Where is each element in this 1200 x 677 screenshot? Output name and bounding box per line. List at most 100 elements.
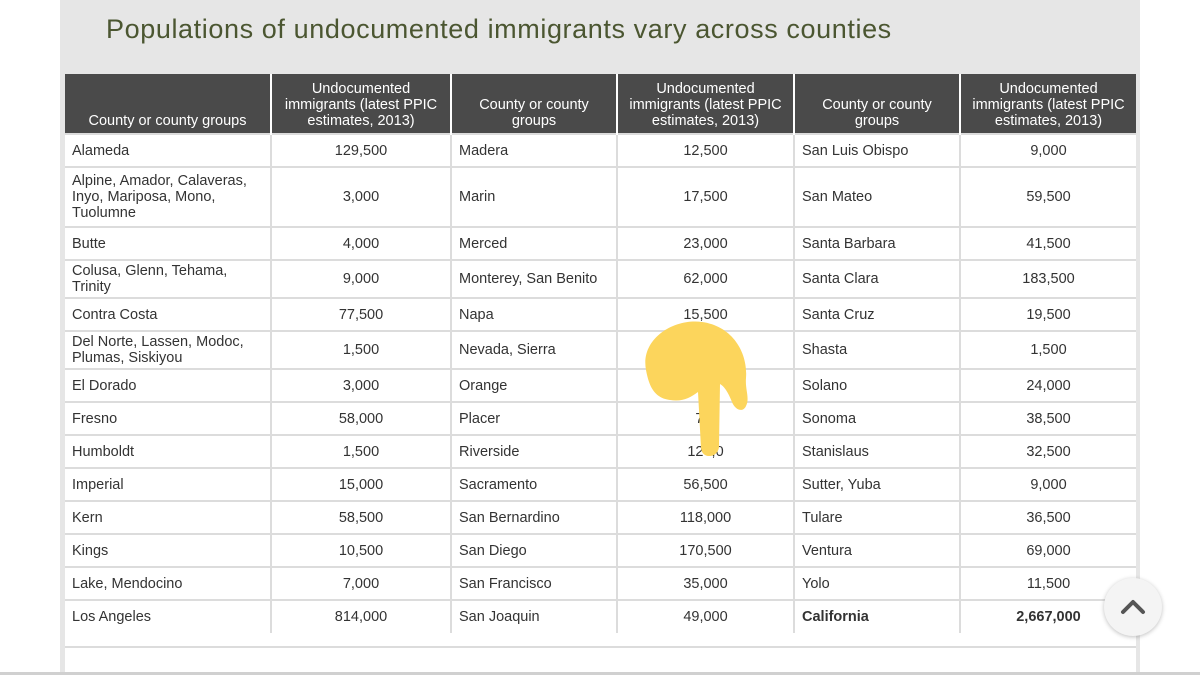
county-cell: Merced <box>450 226 617 260</box>
county-cell: Colusa, Glenn, Tehama, Trinity <box>65 259 271 298</box>
county-cell: Imperial <box>65 467 271 501</box>
table-row: Butte 4,000 Merced 23,000 Santa Barbara … <box>65 226 1136 260</box>
county-cell: Santa Cruz <box>793 297 960 331</box>
page-title: Populations of undocumented immigrants v… <box>106 14 892 44</box>
county-cell: Monterey, San Benito <box>450 259 617 298</box>
table-row: Alameda 129,500 Madera 12,500 San Luis O… <box>65 133 1136 167</box>
table-row: Del Norte, Lassen, Modoc, Plumas, Siskiy… <box>65 330 1136 369</box>
county-cell: San Bernardino <box>450 500 617 534</box>
value-cell: 3,000 <box>270 368 451 402</box>
county-cell: Sonoma <box>793 401 960 435</box>
value-cell: 69,000 <box>959 533 1136 567</box>
value-cell: 1,500 <box>270 434 451 468</box>
table-footer <box>65 646 1136 677</box>
table-row: Imperial 15,000 Sacramento 56,500 Sutter… <box>65 467 1136 501</box>
county-cell: Contra Costa <box>65 297 271 331</box>
county-cell: Sutter, Yuba <box>793 467 960 501</box>
value-cell: 17,500 <box>616 166 794 227</box>
county-cell: San Mateo <box>793 166 960 227</box>
column-header-immigrants: Undocumented immigrants (latest PPIC est… <box>959 74 1136 134</box>
county-cell: Shasta <box>793 330 960 369</box>
county-cell: Riverside <box>450 434 617 468</box>
value-cell: 118,000 <box>616 500 794 534</box>
table-row: Los Angeles 814,000 San Joaquin 49,000 C… <box>65 599 1136 633</box>
value-cell: 129,500 <box>270 133 451 167</box>
county-cell: San Luis Obispo <box>793 133 960 167</box>
table-row: Humboldt 1,500 Riverside 124,0 Stanislau… <box>65 434 1136 468</box>
county-cell: Sacramento <box>450 467 617 501</box>
column-header-county: County or county groups <box>450 74 617 134</box>
value-cell: 41,500 <box>959 226 1136 260</box>
data-table-container: County or county groups Undocumented imm… <box>65 74 1136 675</box>
county-cell: San Diego <box>450 533 617 567</box>
pointing-hand-shape <box>645 321 748 457</box>
county-cell: Nevada, Sierra <box>450 330 617 369</box>
value-cell: 38,500 <box>959 401 1136 435</box>
table-row: Fresno 58,000 Placer 7,0 Sonoma 38,500 <box>65 401 1136 435</box>
county-cell: Marin <box>450 166 617 227</box>
data-table: County or county groups Undocumented imm… <box>65 74 1136 633</box>
county-cell: Los Angeles <box>65 599 271 633</box>
value-cell: 23,000 <box>616 226 794 260</box>
value-cell: 77,500 <box>270 297 451 331</box>
chevron-up-icon <box>1121 600 1145 614</box>
table-row: Alpine, Amador, Calaveras, Inyo, Maripos… <box>65 166 1136 227</box>
column-header-county: County or county groups <box>65 74 271 134</box>
table-row: Kings 10,500 San Diego 170,500 Ventura 6… <box>65 533 1136 567</box>
value-cell: 62,000 <box>616 259 794 298</box>
value-cell: 10,500 <box>270 533 451 567</box>
county-cell: Santa Clara <box>793 259 960 298</box>
county-cell: Santa Barbara <box>793 226 960 260</box>
value-cell: 59,500 <box>959 166 1136 227</box>
county-cell: Solano <box>793 368 960 402</box>
county-cell: Yolo <box>793 566 960 600</box>
county-cell: Napa <box>450 297 617 331</box>
value-cell: 12,500 <box>616 133 794 167</box>
county-cell: Placer <box>450 401 617 435</box>
value-cell: 9,000 <box>959 133 1136 167</box>
county-cell: Humboldt <box>65 434 271 468</box>
table-row: Lake, Mendocino 7,000 San Francisco 35,0… <box>65 566 1136 600</box>
pointing-hand-icon <box>645 321 748 457</box>
value-cell: 58,500 <box>270 500 451 534</box>
county-cell: Tulare <box>793 500 960 534</box>
county-cell: Stanislaus <box>793 434 960 468</box>
column-header-immigrants: Undocumented immigrants (latest PPIC est… <box>270 74 451 134</box>
county-cell: Ventura <box>793 533 960 567</box>
total-label-cell: California <box>793 599 960 633</box>
county-cell: Del Norte, Lassen, Modoc, Plumas, Siskiy… <box>65 330 271 369</box>
value-cell: 170,500 <box>616 533 794 567</box>
value-cell: 9,000 <box>270 259 451 298</box>
value-cell: 36,500 <box>959 500 1136 534</box>
table-row: Colusa, Glenn, Tehama, Trinity 9,000 Mon… <box>65 259 1136 298</box>
value-cell: 24,000 <box>959 368 1136 402</box>
county-cell: Orange <box>450 368 617 402</box>
table-row: Kern 58,500 San Bernardino 118,000 Tular… <box>65 500 1136 534</box>
value-cell: 3,000 <box>270 166 451 227</box>
county-cell: San Joaquin <box>450 599 617 633</box>
value-cell: 9,000 <box>959 467 1136 501</box>
value-cell: 32,500 <box>959 434 1136 468</box>
table-header-row: County or county groups Undocumented imm… <box>65 74 1136 134</box>
page-bottom-edge <box>0 672 1200 675</box>
value-cell: 49,000 <box>616 599 794 633</box>
value-cell: 15,000 <box>270 467 451 501</box>
table-row: El Dorado 3,000 Orange Solano 24,000 <box>65 368 1136 402</box>
county-cell: El Dorado <box>65 368 271 402</box>
value-cell: 4,000 <box>270 226 451 260</box>
county-cell: Kings <box>65 533 271 567</box>
value-cell: 183,500 <box>959 259 1136 298</box>
value-cell: 1,500 <box>959 330 1136 369</box>
column-header-immigrants: Undocumented immigrants (latest PPIC est… <box>616 74 794 134</box>
table-row: Contra Costa 77,500 Napa 15,500 Santa Cr… <box>65 297 1136 331</box>
county-cell: Lake, Mendocino <box>65 566 271 600</box>
value-cell: 19,500 <box>959 297 1136 331</box>
value-cell: 7,000 <box>270 566 451 600</box>
county-cell: Fresno <box>65 401 271 435</box>
scroll-to-top-button[interactable] <box>1104 578 1162 636</box>
county-cell: Butte <box>65 226 271 260</box>
value-cell: 814,000 <box>270 599 451 633</box>
value-cell: 56,500 <box>616 467 794 501</box>
county-cell: Kern <box>65 500 271 534</box>
county-cell: San Francisco <box>450 566 617 600</box>
